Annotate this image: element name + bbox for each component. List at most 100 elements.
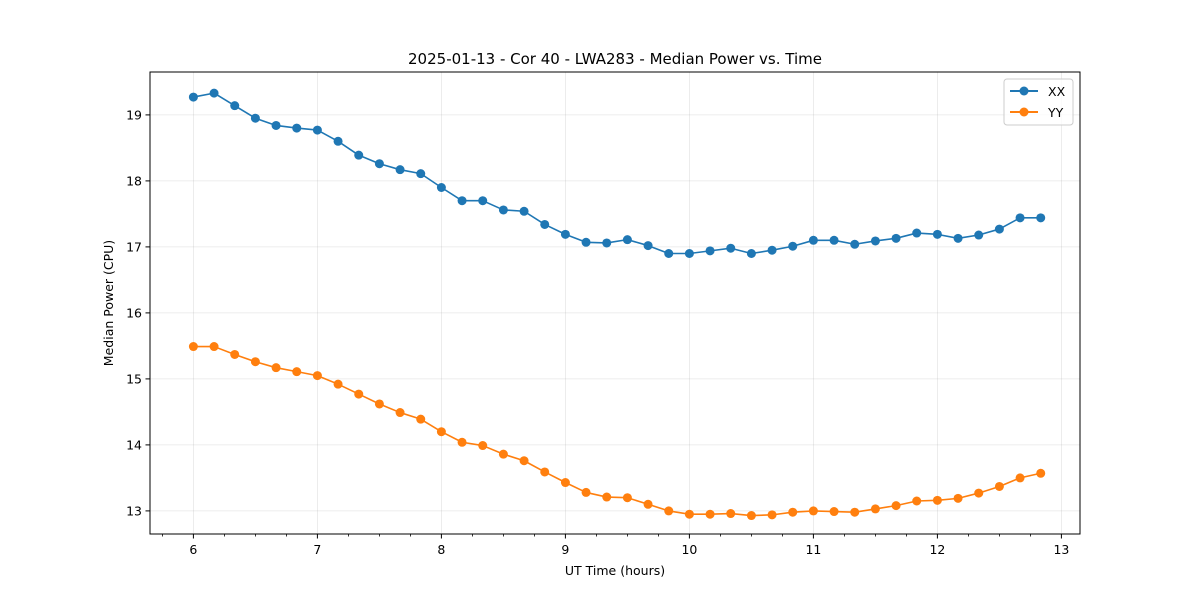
x-tick-label-6: 6	[189, 542, 197, 557]
data-point-xx-5	[292, 123, 302, 133]
data-point-xx-9	[374, 159, 384, 169]
data-point-xx-17	[540, 219, 550, 229]
data-point-yy-6	[312, 371, 322, 381]
data-point-xx-23	[664, 249, 674, 258]
x-tick-label-8: 8	[437, 542, 445, 557]
data-point-yy-20	[602, 492, 612, 502]
x-tick-label-12: 12	[929, 542, 945, 557]
data-point-yy-17	[540, 467, 550, 477]
axis-ticks: 6 7 8 9 10 11 12 13 13 14 15 16 17 18 19	[126, 107, 1069, 557]
data-point-yy-35	[912, 496, 922, 506]
data-point-xx-19	[581, 237, 591, 247]
data-point-yy-4	[271, 363, 281, 373]
data-point-xx-39	[994, 224, 1004, 234]
data-point-xx-33	[870, 236, 880, 246]
data-point-xx-29	[788, 241, 798, 251]
data-point-yy-3	[250, 357, 260, 367]
y-tick-label-13: 13	[126, 503, 142, 518]
data-point-yy-19	[581, 487, 591, 497]
data-point-xx-24	[684, 249, 694, 258]
x-tick-label-9: 9	[561, 542, 569, 557]
data-point-yy-1	[209, 342, 219, 352]
data-point-xx-22	[643, 241, 653, 251]
data-point-yy-32	[850, 507, 860, 517]
data-point-yy-31	[829, 507, 839, 517]
data-point-yy-30	[808, 506, 818, 516]
data-point-yy-12	[436, 427, 446, 437]
data-point-xx-37	[953, 233, 963, 243]
y-tick-label-16: 16	[126, 305, 142, 320]
data-point-xx-6	[312, 125, 322, 135]
legend-marker-xx	[1019, 86, 1029, 96]
data-point-yy-0	[188, 342, 198, 352]
data-point-xx-10	[395, 165, 405, 175]
data-point-yy-41	[1036, 468, 1046, 478]
data-point-yy-36	[932, 495, 942, 505]
data-point-xx-1	[209, 88, 219, 98]
data-point-yy-26	[726, 509, 736, 519]
data-point-yy-39	[994, 481, 1004, 491]
data-point-yy-8	[354, 389, 364, 399]
data-point-yy-23	[664, 506, 674, 516]
x-tick-label-11: 11	[805, 542, 821, 557]
x-tick-label-7: 7	[313, 542, 321, 557]
data-point-xx-34	[891, 233, 901, 243]
data-point-xx-13	[457, 196, 467, 206]
legend-label-yy: YY	[1047, 105, 1064, 120]
data-point-yy-22	[643, 499, 653, 509]
data-point-xx-31	[829, 235, 839, 245]
data-point-xx-0	[188, 92, 198, 102]
y-tick-label-18: 18	[126, 173, 142, 188]
series-layer	[188, 88, 1046, 521]
x-tick-label-10: 10	[681, 542, 697, 557]
data-point-yy-7	[333, 379, 343, 389]
data-point-xx-20	[602, 238, 612, 248]
data-point-yy-34	[891, 501, 901, 511]
data-point-xx-32	[850, 239, 860, 249]
y-tick-label-14: 14	[126, 437, 142, 452]
data-point-yy-13	[457, 437, 467, 447]
data-point-xx-16	[519, 206, 529, 216]
data-point-xx-3	[250, 113, 260, 123]
data-point-xx-40	[1015, 213, 1025, 223]
data-point-xx-8	[354, 150, 364, 160]
data-point-xx-25	[705, 246, 715, 256]
plot-frame	[149, 71, 1081, 535]
data-point-yy-21	[622, 493, 632, 503]
y-axis-label: Median Power (CPU)	[101, 240, 116, 366]
data-point-yy-37	[953, 493, 963, 503]
y-tick-label-17: 17	[126, 239, 142, 254]
data-point-xx-7	[333, 136, 343, 146]
data-point-yy-25	[705, 509, 715, 519]
data-point-xx-26	[726, 243, 736, 253]
data-point-yy-9	[374, 399, 384, 409]
data-point-xx-12	[436, 183, 446, 192]
data-point-yy-27	[746, 511, 756, 521]
data-point-yy-10	[395, 408, 405, 418]
x-tick-label-13: 13	[1053, 542, 1069, 557]
legend-label-xx: XX	[1048, 84, 1066, 99]
data-point-yy-24	[684, 509, 694, 519]
legend: XX YY	[1003, 78, 1074, 126]
data-point-xx-11	[416, 169, 426, 179]
data-point-xx-36	[932, 229, 942, 239]
y-tick-label-19: 19	[126, 107, 142, 122]
data-point-yy-15	[498, 449, 508, 459]
data-point-yy-40	[1015, 473, 1025, 483]
data-point-yy-14	[478, 441, 488, 451]
data-point-xx-35	[912, 228, 922, 238]
data-point-xx-27	[746, 249, 756, 258]
data-point-xx-30	[808, 235, 818, 245]
data-point-yy-16	[519, 456, 529, 466]
data-point-xx-21	[622, 235, 632, 245]
chart-title: 2025-01-13 - Cor 40 - LWA283 - Median Po…	[408, 50, 822, 68]
data-point-yy-18	[560, 478, 570, 488]
x-axis-label: UT Time (hours)	[565, 563, 665, 578]
grid-lines	[150, 72, 1080, 534]
data-point-xx-28	[767, 245, 777, 255]
data-point-yy-5	[292, 367, 302, 377]
data-point-xx-14	[478, 196, 488, 206]
data-point-yy-38	[974, 488, 984, 498]
data-point-yy-2	[230, 349, 240, 359]
